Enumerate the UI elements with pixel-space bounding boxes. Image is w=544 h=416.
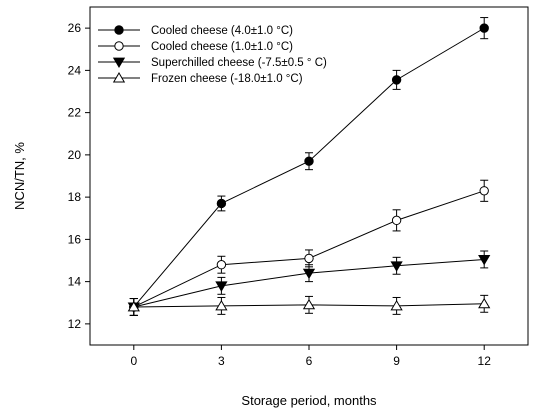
- y-tick-label: 24: [68, 63, 82, 77]
- legend-item-2: Cooled cheese (1.0±1.0 °C): [98, 41, 293, 53]
- data-point: [302, 268, 316, 280]
- y-tick-label: 20: [68, 148, 82, 162]
- series-4: [127, 294, 491, 316]
- x-tick-label: 0: [130, 354, 137, 368]
- y-tick-label: 18: [68, 190, 82, 204]
- data-point: [215, 299, 228, 311]
- legend: Cooled cheese (4.0±1.0 °C) Cooled cheese …: [98, 25, 327, 85]
- legend-item-1: Cooled cheese (4.0±1.0 °C): [98, 25, 293, 37]
- y-tick-label: 16: [68, 232, 82, 246]
- y-tick-label: 12: [68, 317, 82, 331]
- legend-label: Cooled cheese (4.0±1.0 °C): [151, 25, 293, 37]
- legend-label: Superchilled cheese (-7.5±0.5 ° C): [151, 57, 327, 69]
- data-point: [391, 75, 402, 85]
- legend-marker: [112, 57, 126, 68]
- data-point: [479, 186, 489, 196]
- x-axis-title: Storage period, months: [241, 393, 377, 408]
- x-tick-label: 6: [306, 354, 313, 368]
- data-point: [390, 299, 403, 311]
- y-axis-title: NCN/TN, %: [12, 142, 27, 210]
- data-point: [304, 156, 314, 166]
- data-point: [391, 215, 402, 226]
- legend-item-4: Frozen cheese (-18.0±1.0 °C): [98, 72, 303, 85]
- series-line: [133, 190, 485, 308]
- data-point: [216, 260, 227, 270]
- data-point: [478, 297, 491, 309]
- legend-label: Frozen cheese (-18.0±1.0 °C): [151, 73, 303, 85]
- data-point: [390, 261, 403, 272]
- data-point: [127, 301, 140, 312]
- y-tick-label: 14: [68, 275, 82, 289]
- data-point: [302, 298, 316, 310]
- series-layer: [127, 17, 491, 316]
- data-point: [215, 281, 228, 292]
- legend-marker: [114, 41, 124, 51]
- legend-item-3: Superchilled cheese (-7.5±0.5 ° C): [98, 57, 327, 69]
- data-point: [478, 255, 491, 266]
- legend-label: Cooled cheese (1.0±1.0 °C): [151, 41, 293, 53]
- legend-marker: [114, 25, 124, 35]
- x-axis: 0 3 6 9 12: [130, 345, 491, 368]
- y-tick-label: 22: [68, 106, 82, 120]
- data-point: [304, 253, 314, 264]
- x-tick-label: 3: [218, 354, 225, 368]
- x-tick-label: 12: [478, 354, 492, 368]
- x-tick-label: 9: [393, 354, 400, 368]
- data-point: [216, 198, 227, 209]
- legend-marker: [112, 72, 126, 83]
- data-point: [479, 23, 489, 33]
- series-3: [127, 250, 491, 316]
- y-tick-label: 26: [68, 21, 82, 35]
- y-axis: 12 14 16 18 20 22 24 26: [68, 21, 90, 331]
